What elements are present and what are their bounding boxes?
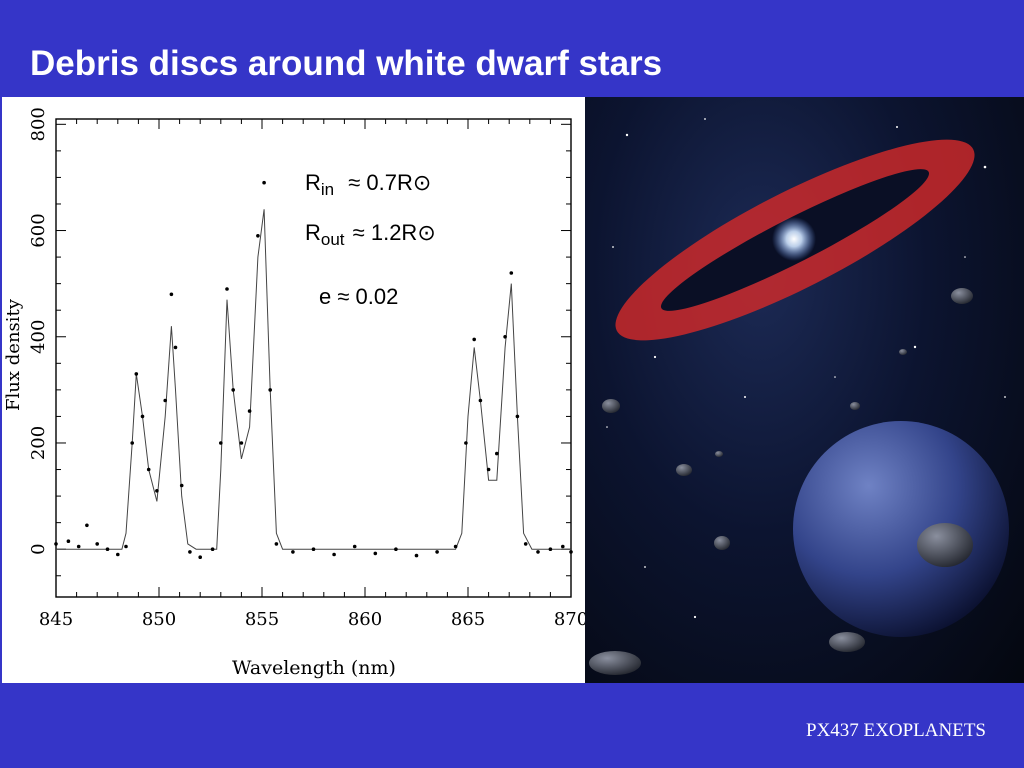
y-tick-label: 600 <box>28 213 49 247</box>
data-point <box>134 372 139 376</box>
eccentricity-annotation: e ≈ 0.02 <box>319 284 399 309</box>
x-tick-label: 845 <box>39 609 73 630</box>
y-axis-label: Flux density <box>3 298 24 411</box>
x-tick-labels: 845 850 855 860 865 870 <box>39 609 585 630</box>
data-point <box>414 553 419 558</box>
data-point <box>198 555 202 559</box>
data-point <box>569 550 573 554</box>
r-in-symbol: R <box>305 170 321 195</box>
data-point <box>130 441 134 445</box>
background-stars <box>606 118 1006 619</box>
ticks-layer <box>55 119 572 597</box>
data-point <box>146 467 151 472</box>
data-point <box>435 550 439 554</box>
foreground-asteroid <box>917 523 973 567</box>
data-point <box>231 388 235 392</box>
data-point <box>179 483 184 488</box>
data-point <box>332 552 336 557</box>
y-tick-label: 200 <box>28 426 49 460</box>
x-tick-label: 870 <box>554 609 585 630</box>
data-point <box>239 441 244 445</box>
x-tick-label: 850 <box>142 609 176 630</box>
slide-title: Debris discs around white dwarf stars <box>30 44 663 83</box>
data-point <box>124 544 128 549</box>
plot-frame <box>55 118 572 598</box>
data-point <box>66 539 71 543</box>
data-point <box>373 551 378 556</box>
data-point <box>495 451 499 456</box>
data-point <box>515 414 520 419</box>
white-dwarf-star <box>772 217 816 261</box>
data-point <box>163 398 167 403</box>
data-point <box>140 414 145 419</box>
data-point <box>561 544 565 549</box>
data-point <box>311 547 316 551</box>
data-point <box>536 550 540 554</box>
r-out-value: ≈ 1.2R⊙ <box>352 220 436 245</box>
data-point <box>503 335 507 339</box>
data-point <box>548 547 553 551</box>
data-point <box>256 234 260 238</box>
data-point <box>464 441 468 445</box>
asteroids <box>589 288 973 675</box>
data-point <box>486 467 491 472</box>
data-point <box>210 547 215 551</box>
r-out-annotation: Rout ≈ 1.2R⊙ <box>305 220 436 250</box>
x-tick-label: 855 <box>245 609 279 630</box>
data-point <box>274 542 279 546</box>
r-in-value: ≈ 0.7R⊙ <box>348 170 432 195</box>
model-line <box>56 209 571 550</box>
data-point <box>173 345 178 350</box>
data-point <box>219 441 223 445</box>
data-point <box>116 552 120 557</box>
data-point <box>394 547 398 551</box>
data-point <box>105 547 110 551</box>
data-point <box>268 388 273 392</box>
data-point <box>169 292 174 297</box>
r-out-subscript: out <box>320 230 345 249</box>
data-point <box>155 489 159 493</box>
data-point <box>95 542 99 546</box>
exoplanet <box>793 421 1009 637</box>
data-point <box>247 409 252 413</box>
r-in-subscript: in <box>320 180 335 199</box>
y-tick-label: 0 <box>28 543 49 554</box>
debris-disc-illustration <box>585 97 1024 683</box>
r-out-symbol: R <box>305 220 321 245</box>
data-point <box>85 523 89 528</box>
data-point <box>291 550 295 554</box>
data-point <box>225 287 229 291</box>
x-tick-label: 865 <box>451 609 485 630</box>
y-tick-label: 800 <box>28 107 49 141</box>
r-in-annotation: Rin ≈ 0.7R⊙ <box>305 170 431 200</box>
y-tick-label: 400 <box>28 320 49 354</box>
data-point <box>523 542 528 546</box>
y-tick-labels: 0 200 400 600 800 <box>28 107 49 555</box>
data-point <box>188 550 192 554</box>
data-point <box>472 337 477 342</box>
data-point <box>478 398 483 403</box>
footer-course-label: PX437 EXOPLANETS <box>806 720 986 741</box>
x-axis-label: Wavelength (nm) <box>232 657 396 679</box>
data-point <box>453 544 458 549</box>
data-points <box>54 180 573 559</box>
spectrum-chart: 845 850 855 860 865 870 0 200 400 600 800 Wavelen… <box>2 97 585 683</box>
data-point <box>509 271 514 275</box>
spectrum-plot: 845 850 855 860 865 870 0 200 400 600 800 Wavelen… <box>3 107 585 679</box>
x-tick-label: 860 <box>348 609 382 630</box>
data-point <box>262 180 266 185</box>
data-point <box>352 544 357 549</box>
illustration-art <box>589 118 1009 675</box>
data-point <box>54 542 58 546</box>
data-point <box>76 544 81 549</box>
